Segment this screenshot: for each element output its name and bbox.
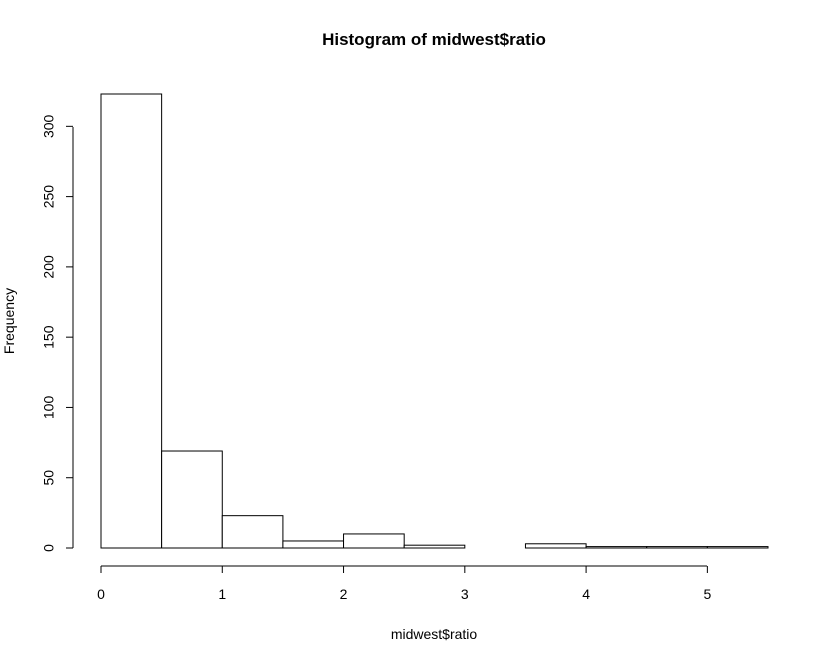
y-tick-label: 0 [41,544,57,552]
histogram-bar [282,540,345,549]
histogram-bar [706,546,769,549]
x-tick-label: 1 [218,586,226,602]
x-tick-label: 2 [340,586,348,602]
histogram-bar [646,546,708,549]
x-axis-label: midwest$ratio [391,626,478,642]
chart-title: Histogram of midwest$ratio [322,30,546,49]
histogram-bar [100,93,163,549]
y-axis: 0 50 100 150 200 250 300 [41,114,74,552]
x-ticks: 0 1 2 3 4 5 [97,566,711,602]
histogram-bar [524,543,587,549]
y-tick-label: 250 [41,185,57,209]
x-tick-label: 4 [582,586,590,602]
y-tick-label: 50 [41,470,57,486]
histogram-bar [343,533,405,549]
x-tick-label: 0 [97,586,105,602]
y-tick-label: 150 [41,325,57,349]
histogram-bar [403,544,466,549]
histogram-bar [585,546,648,549]
histogram-bars [100,93,769,549]
y-tick-label: 100 [41,396,57,420]
x-axis: 0 1 2 3 4 5 [97,565,711,602]
histogram-bar [161,450,223,549]
y-axis-label: Frequency [1,288,17,354]
x-tick-label: 5 [703,586,711,602]
y-tick-label: 300 [41,114,57,138]
y-tick-label: 200 [41,255,57,279]
y-ticks: 0 50 100 150 200 250 300 [41,114,73,552]
x-tick-label: 3 [461,586,469,602]
histogram-bar [221,515,284,549]
